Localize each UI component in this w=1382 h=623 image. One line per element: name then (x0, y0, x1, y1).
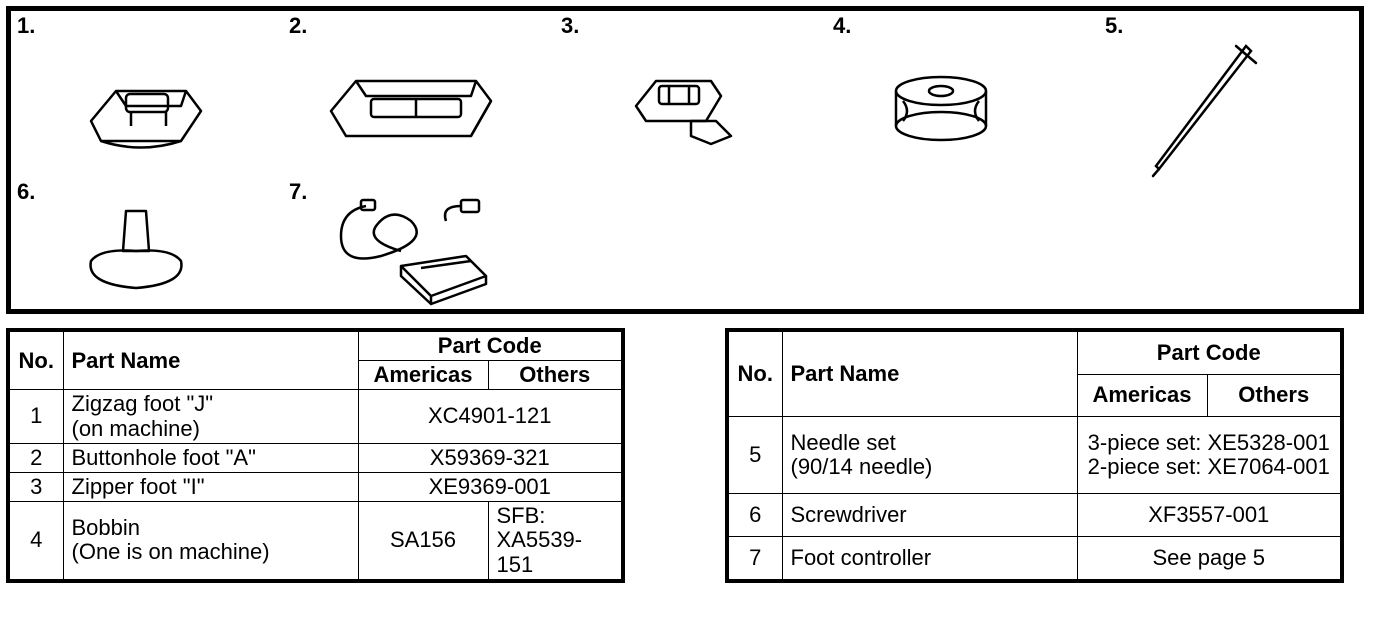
cell-code: XE9369-001 (358, 472, 623, 501)
cell-code-amer: SA156 (358, 502, 488, 581)
th-code: Part Code (358, 330, 623, 361)
tables-row: No. Part Name Part Code Americas Others … (6, 328, 1364, 583)
buttonhole-foot-icon (321, 61, 501, 166)
cell-no: 5 (727, 417, 782, 494)
table-row: 6ScrewdriverXF3557-001 (727, 494, 1342, 536)
cell-no: 1 (8, 390, 63, 443)
th-name: Part Name (63, 330, 358, 390)
fig-num-1: 1. (17, 13, 35, 39)
th-oth: Others (1207, 374, 1342, 416)
table-row: 3Zipper foot "I"XE9369-001 (8, 472, 623, 501)
cell-code: See page 5 (1077, 536, 1342, 580)
table-row: 2Buttonhole foot "A"X59369-321 (8, 443, 623, 472)
th-code: Part Code (1077, 330, 1342, 374)
foot-controller-icon (321, 196, 511, 316)
zigzag-foot-icon (71, 66, 211, 161)
cell-name: Buttonhole foot "A" (63, 443, 358, 472)
th-no: No. (727, 330, 782, 417)
th-amer: Americas (358, 361, 488, 390)
table-row: 1Zigzag foot "J"(on machine)XC4901-121 (8, 390, 623, 443)
fig-num-2: 2. (289, 13, 307, 39)
th-no: No. (8, 330, 63, 390)
parts-table-b: No. Part Name Part Code Americas Others … (725, 328, 1344, 583)
cell-name: Zipper foot "I" (63, 472, 358, 501)
th-amer: Americas (1077, 374, 1207, 416)
bobbin-icon (881, 66, 1001, 161)
table-row: 4Bobbin(One is on machine)SA156SFB:XA553… (8, 502, 623, 581)
cell-name: Zigzag foot "J"(on machine) (63, 390, 358, 443)
th-name: Part Name (782, 330, 1077, 417)
cell-no: 2 (8, 443, 63, 472)
screwdriver-icon (71, 206, 201, 311)
fig-num-5: 5. (1105, 13, 1123, 39)
cell-name: Needle set(90/14 needle) (782, 417, 1077, 494)
tbody-a: 1Zigzag foot "J"(on machine)XC4901-1212B… (8, 390, 623, 581)
fig-num-3: 3. (561, 13, 579, 39)
table-row: 5Needle set(90/14 needle)3-piece set: XE… (727, 417, 1342, 494)
needle-icon (1131, 41, 1271, 186)
table-row: 7Foot controllerSee page 5 (727, 536, 1342, 580)
page-root: 1. 2. 3. 4. 5. 6. 7. (0, 0, 1370, 589)
cell-name: Foot controller (782, 536, 1077, 580)
parts-illustration-panel: 1. 2. 3. 4. 5. 6. 7. (6, 6, 1364, 314)
cell-no: 7 (727, 536, 782, 580)
cell-no: 3 (8, 472, 63, 501)
fig-num-4: 4. (833, 13, 851, 39)
cell-code: X59369-321 (358, 443, 623, 472)
cell-name: Screwdriver (782, 494, 1077, 536)
zipper-foot-icon (621, 66, 751, 161)
cell-code-oth: SFB:XA5539-151 (488, 502, 623, 581)
fig-num-7: 7. (289, 179, 307, 205)
parts-table-a: No. Part Name Part Code Americas Others … (6, 328, 625, 583)
th-oth: Others (488, 361, 623, 390)
cell-code: XF3557-001 (1077, 494, 1342, 536)
cell-code: XC4901-121 (358, 390, 623, 443)
tbody-b: 5Needle set(90/14 needle)3-piece set: XE… (727, 417, 1342, 581)
cell-no: 6 (727, 494, 782, 536)
cell-name: Bobbin(One is on machine) (63, 502, 358, 581)
cell-no: 4 (8, 502, 63, 581)
fig-num-6: 6. (17, 179, 35, 205)
cell-code: 3-piece set: XE5328-0012-piece set: XE70… (1077, 417, 1342, 494)
